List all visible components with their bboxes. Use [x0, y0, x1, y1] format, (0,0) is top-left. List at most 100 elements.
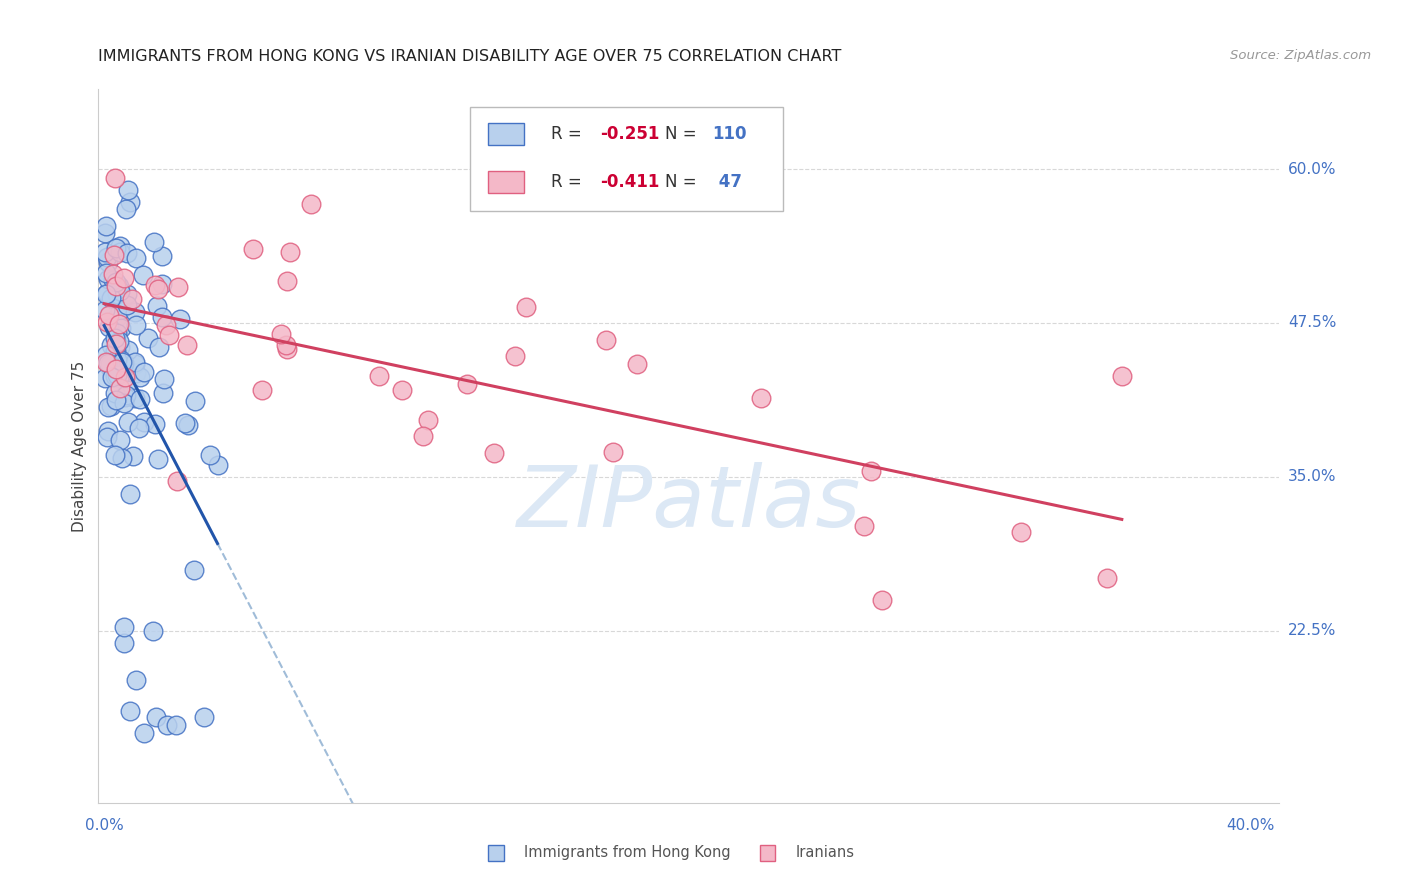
- Point: [110, 352, 132, 367]
- Point: [124, 304, 146, 318]
- Point: [100, 292, 122, 306]
- Point: [104, 392, 127, 407]
- Point: [98, 357, 121, 371]
- Point: [115, 383, 138, 397]
- Text: N =: N =: [665, 173, 702, 191]
- Point: [143, 235, 166, 249]
- Point: [299, 196, 322, 211]
- Point: [108, 370, 131, 384]
- Point: [108, 302, 131, 317]
- Point: [97, 356, 120, 370]
- Point: [98, 319, 121, 334]
- Point: [100, 338, 122, 352]
- Point: [595, 333, 617, 347]
- Point: [112, 359, 135, 374]
- Point: [156, 718, 179, 732]
- Point: [143, 417, 166, 431]
- Text: R =: R =: [551, 173, 586, 191]
- Point: [112, 356, 135, 370]
- Point: [110, 285, 132, 299]
- Point: [391, 383, 413, 397]
- Point: [749, 392, 772, 406]
- Point: [105, 352, 128, 367]
- Point: [200, 448, 222, 462]
- Text: Immigrants from Hong Kong: Immigrants from Hong Kong: [523, 846, 730, 860]
- Point: [94, 371, 117, 385]
- Point: [128, 421, 150, 435]
- Point: [155, 318, 177, 333]
- Point: [101, 357, 124, 371]
- Point: [143, 277, 166, 292]
- Point: [97, 255, 120, 269]
- Point: [626, 357, 648, 371]
- Point: [108, 381, 131, 395]
- Point: [115, 202, 138, 216]
- Point: [118, 194, 141, 209]
- Point: [1011, 525, 1033, 540]
- Point: [115, 246, 138, 260]
- Point: [112, 396, 135, 410]
- Point: [104, 330, 127, 344]
- Point: [146, 299, 169, 313]
- Point: [101, 370, 124, 384]
- Point: [101, 273, 124, 287]
- Point: [101, 267, 124, 281]
- Point: [132, 268, 155, 283]
- Point: [104, 362, 127, 376]
- Point: [250, 383, 273, 397]
- Point: [111, 355, 134, 369]
- Point: [165, 718, 187, 732]
- Point: [97, 309, 120, 323]
- Point: [96, 430, 118, 444]
- Point: [183, 563, 205, 577]
- Text: 110: 110: [713, 125, 747, 143]
- Point: [100, 399, 122, 413]
- Point: [125, 673, 148, 687]
- Point: [152, 385, 174, 400]
- Text: 35.0%: 35.0%: [1288, 469, 1337, 484]
- Point: [114, 271, 136, 285]
- Point: [104, 343, 127, 358]
- Point: [367, 369, 389, 384]
- Point: [98, 360, 121, 375]
- Point: [96, 250, 118, 264]
- Point: [124, 357, 146, 371]
- Point: [104, 170, 127, 185]
- Point: [150, 310, 173, 325]
- Text: R =: R =: [551, 125, 586, 143]
- Point: [105, 310, 128, 324]
- Text: 47: 47: [713, 173, 741, 191]
- Point: [138, 331, 160, 345]
- Point: [128, 392, 150, 406]
- Point: [124, 391, 146, 405]
- Point: [94, 354, 117, 368]
- Point: [97, 424, 120, 438]
- Point: [207, 458, 229, 472]
- Point: [184, 394, 207, 409]
- Point: [110, 244, 132, 259]
- Text: 60.0%: 60.0%: [1288, 161, 1337, 177]
- Point: [111, 298, 134, 312]
- Point: [94, 219, 117, 233]
- Point: [124, 252, 146, 266]
- Point: [176, 338, 198, 352]
- Point: [104, 279, 127, 293]
- Point: [166, 475, 188, 489]
- Point: [97, 401, 120, 415]
- Point: [117, 415, 139, 429]
- Point: [96, 287, 118, 301]
- Point: [110, 320, 132, 334]
- Point: [105, 337, 128, 351]
- Point: [112, 636, 135, 650]
- Point: [104, 241, 127, 255]
- Point: [280, 244, 302, 259]
- Point: [167, 280, 190, 294]
- Point: [482, 446, 505, 460]
- Point: [270, 326, 292, 341]
- Point: [117, 343, 139, 357]
- Point: [108, 433, 131, 447]
- Point: [153, 371, 176, 385]
- Point: [456, 377, 478, 392]
- Point: [859, 464, 882, 478]
- Point: [128, 370, 150, 384]
